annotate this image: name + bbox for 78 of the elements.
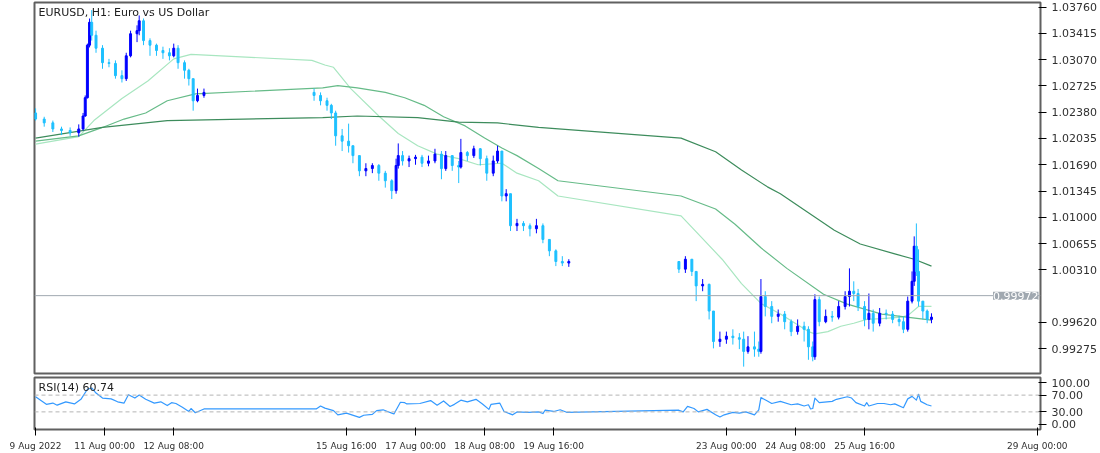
candlestick — [752, 331, 756, 358]
candlestick — [161, 46, 165, 60]
y-tick-label: 1.02035 — [1051, 132, 1097, 146]
candlestick — [843, 290, 847, 311]
candlestick — [148, 37, 152, 57]
candlestick — [884, 309, 888, 320]
candlestick — [191, 78, 195, 112]
y-tick-label: 30.00 — [1051, 405, 1083, 419]
candlestick — [746, 335, 750, 355]
candlestick — [871, 309, 875, 333]
candlestick — [340, 128, 344, 152]
candlestick — [312, 88, 316, 102]
candlestick — [357, 155, 361, 177]
y-tick-label: 0.00 — [1051, 418, 1076, 432]
candlestick — [783, 310, 787, 330]
candlestick — [107, 58, 111, 68]
candlestick — [515, 218, 519, 232]
candlestick — [364, 162, 368, 177]
y-tick-label: 70.00 — [1051, 389, 1083, 403]
candlestick — [867, 293, 871, 330]
candlestick — [806, 325, 810, 361]
candlestick — [878, 307, 882, 327]
y-tick-label: 1.03070 — [1051, 53, 1097, 67]
x-tick-label: 24 Aug 08:00 — [765, 440, 827, 451]
y-tick-label: 1.00655 — [1051, 237, 1097, 251]
candlestick — [694, 270, 698, 302]
chart-title: EURUSD, H1: Euro vs US Dollar — [38, 5, 210, 19]
y-tick-label: 0.99620 — [1051, 316, 1097, 330]
candlestick — [325, 97, 329, 112]
x-tick-label: 17 Aug 00:00 — [385, 440, 447, 451]
y-tick-label: 1.01000 — [1051, 211, 1097, 225]
candlestick — [176, 44, 180, 70]
candlestick — [528, 222, 532, 237]
ref-line-label: 0.99972 — [993, 289, 1039, 303]
candlestick — [444, 150, 448, 172]
candlestick — [113, 59, 117, 80]
x-tick-label: 25 Aug 16:00 — [834, 440, 896, 451]
candlestick — [770, 300, 774, 324]
candlestick — [485, 155, 489, 182]
candlestick — [817, 296, 821, 327]
x-tick-label: 15 Aug 16:00 — [316, 440, 378, 451]
chart-title: RSI(14) 60.74 — [38, 380, 114, 394]
candlestick — [837, 300, 841, 320]
candlestick — [439, 150, 443, 180]
y-tick-label: 0.99275 — [1051, 342, 1097, 356]
y-tick-label: 100.00 — [1051, 376, 1090, 390]
x-tick-label: 18 Aug 08:00 — [454, 440, 516, 451]
candlestick — [897, 315, 901, 327]
y-tick-label: 1.03760 — [1051, 1, 1097, 15]
candlestick — [407, 155, 411, 168]
y-tick-label: 1.01345 — [1051, 185, 1097, 199]
candlestick — [202, 88, 206, 99]
x-tick-label: 9 Aug 2022 — [9, 440, 62, 451]
candlestick — [183, 59, 187, 80]
candlestick — [863, 300, 867, 327]
x-tick-label: 29 Aug 00:00 — [1006, 440, 1068, 451]
candlestick — [731, 328, 735, 346]
y-tick-label: 1.02725 — [1051, 79, 1097, 93]
x-tick-label: 12 Aug 08:00 — [143, 440, 205, 451]
x-tick-label: 19 Aug 16:00 — [523, 440, 585, 451]
y-tick-label: 1.01690 — [1051, 158, 1097, 172]
x-tick-label: 11 Aug 00:00 — [74, 440, 136, 451]
candlestick — [763, 290, 767, 317]
y-tick-label: 1.00310 — [1051, 263, 1097, 277]
candlestick — [142, 18, 145, 46]
candlestick — [856, 288, 860, 312]
candlestick — [742, 331, 746, 368]
y-tick-label: 1.03415 — [1051, 27, 1097, 41]
candlestick — [390, 178, 394, 200]
candlestick — [101, 44, 104, 70]
candlestick — [347, 123, 351, 154]
candlestick — [120, 69, 124, 83]
candlestick — [68, 126, 72, 137]
candlestick — [541, 222, 545, 244]
candlestick — [718, 331, 722, 348]
y-tick-label: 1.02380 — [1051, 106, 1097, 120]
x-tick-label: 23 Aug 00:00 — [696, 440, 758, 451]
line-series — [34, 115, 933, 267]
